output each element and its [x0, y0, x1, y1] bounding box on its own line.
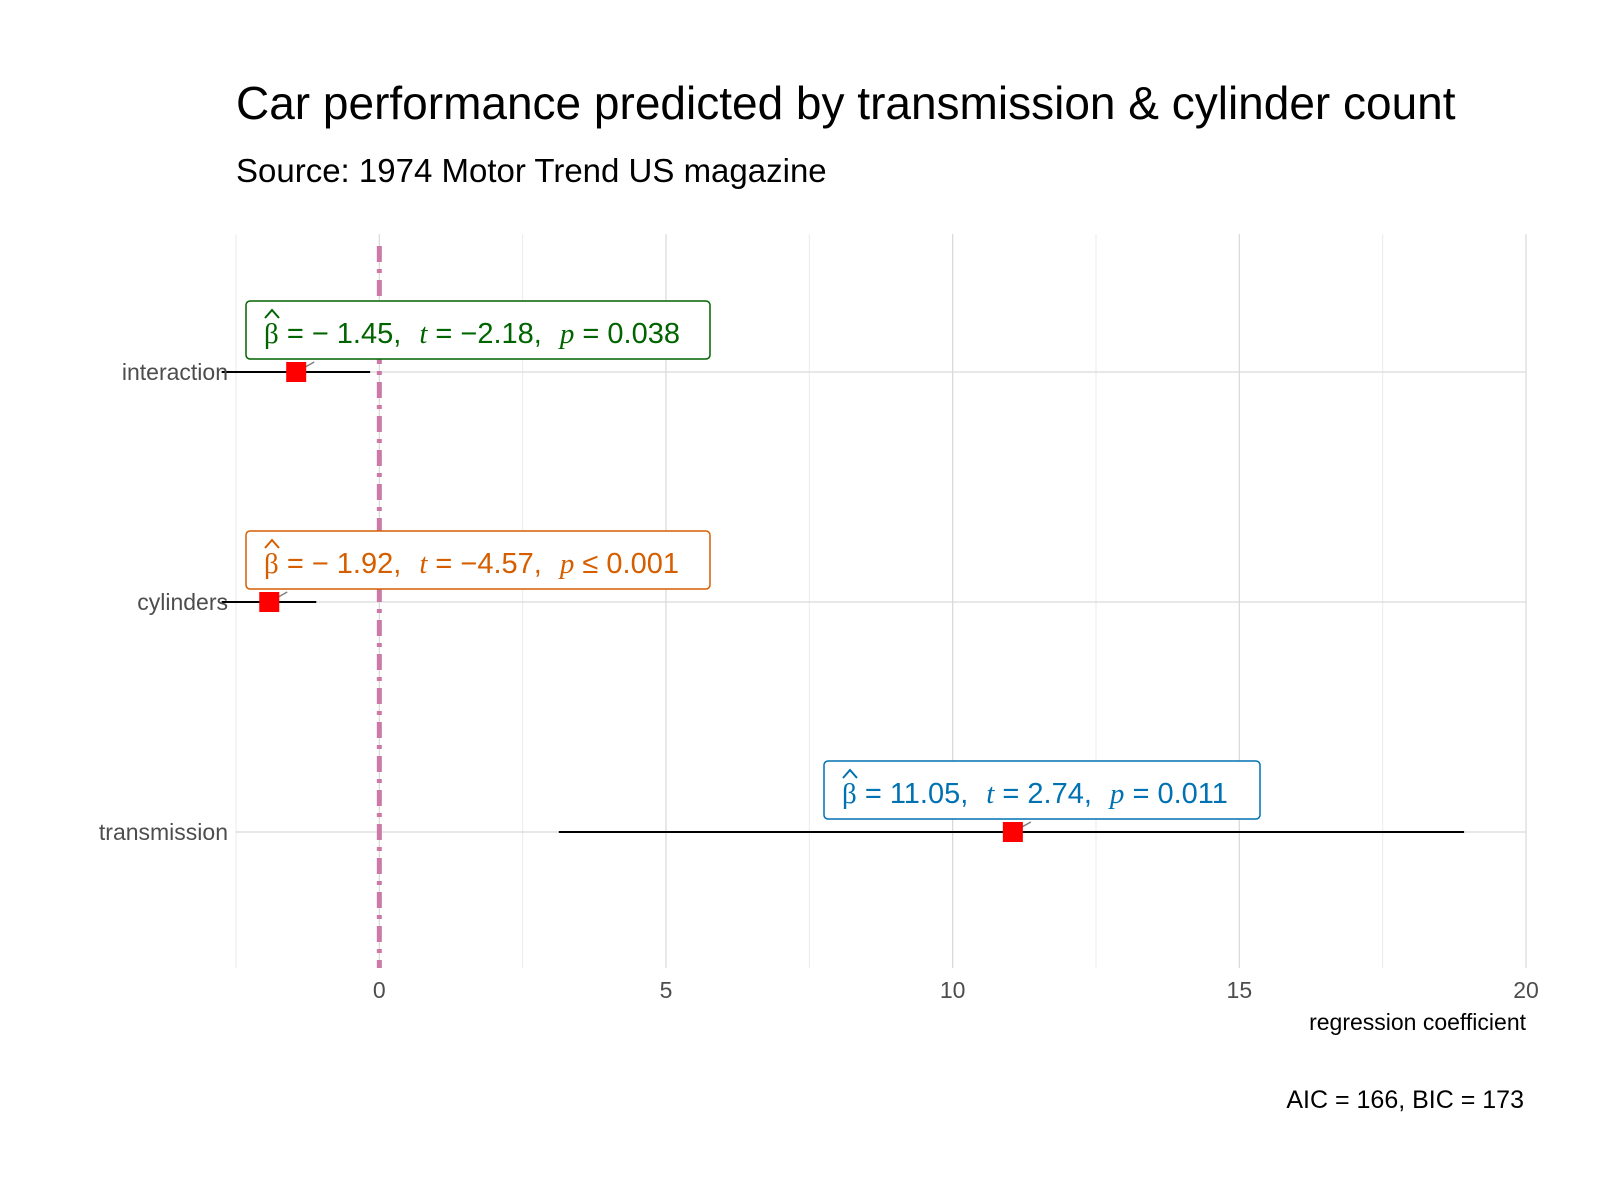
x-tick-label: 15 [1227, 977, 1253, 1003]
y-tick-label-interaction: interaction [122, 359, 228, 385]
stat-label-box-transmission [823, 760, 1261, 820]
axis-layer: 0 5 10 15 20 regression coefficient interactio… [99, 359, 1539, 1035]
labels-layer: β = − 1.45, t = −2.18, p = 0.038 β = − 1.92… [245, 300, 1261, 820]
x-tick-label: 0 [373, 977, 386, 1003]
grid-layer [235, 234, 1527, 968]
x-tick-label: 10 [940, 977, 966, 1003]
point-estimate-cylinders [259, 592, 280, 612]
point-estimate-transmission [1002, 822, 1023, 842]
chart-caption: AIC = 166, BIC = 173 [1286, 1086, 1524, 1114]
stat-label-text-transmission: β = 11.05, t = 2.74, p = 0.011 [842, 778, 1228, 810]
beta-hat-transmission [842, 768, 858, 779]
stat-label-text-cylinders: β = − 1.92, t = −4.57, p ≤ 0.001 [264, 548, 679, 580]
x-tick-label: 20 [1513, 977, 1539, 1003]
point-estimate-interaction [286, 362, 307, 382]
marks-layer [221, 361, 1465, 842]
stat-label-text-interaction: β = − 1.45, t = −2.18, p = 0.038 [264, 318, 680, 350]
y-tick-label-transmission: transmission [99, 819, 228, 845]
beta-hat-interaction [264, 308, 280, 319]
stat-label-box-interaction [245, 300, 711, 360]
chart-title: Car performance predicted by transmissio… [236, 77, 1456, 129]
x-tick-label: 5 [660, 977, 673, 1003]
x-axis-title: regression coefficient [1309, 1009, 1527, 1035]
beta-hat-cylinders [264, 538, 280, 549]
stat-label-box-cylinders [245, 530, 711, 590]
y-tick-label-cylinders: cylinders [137, 589, 228, 615]
chart-subtitle: Source: 1974 Motor Trend US magazine [236, 152, 827, 189]
